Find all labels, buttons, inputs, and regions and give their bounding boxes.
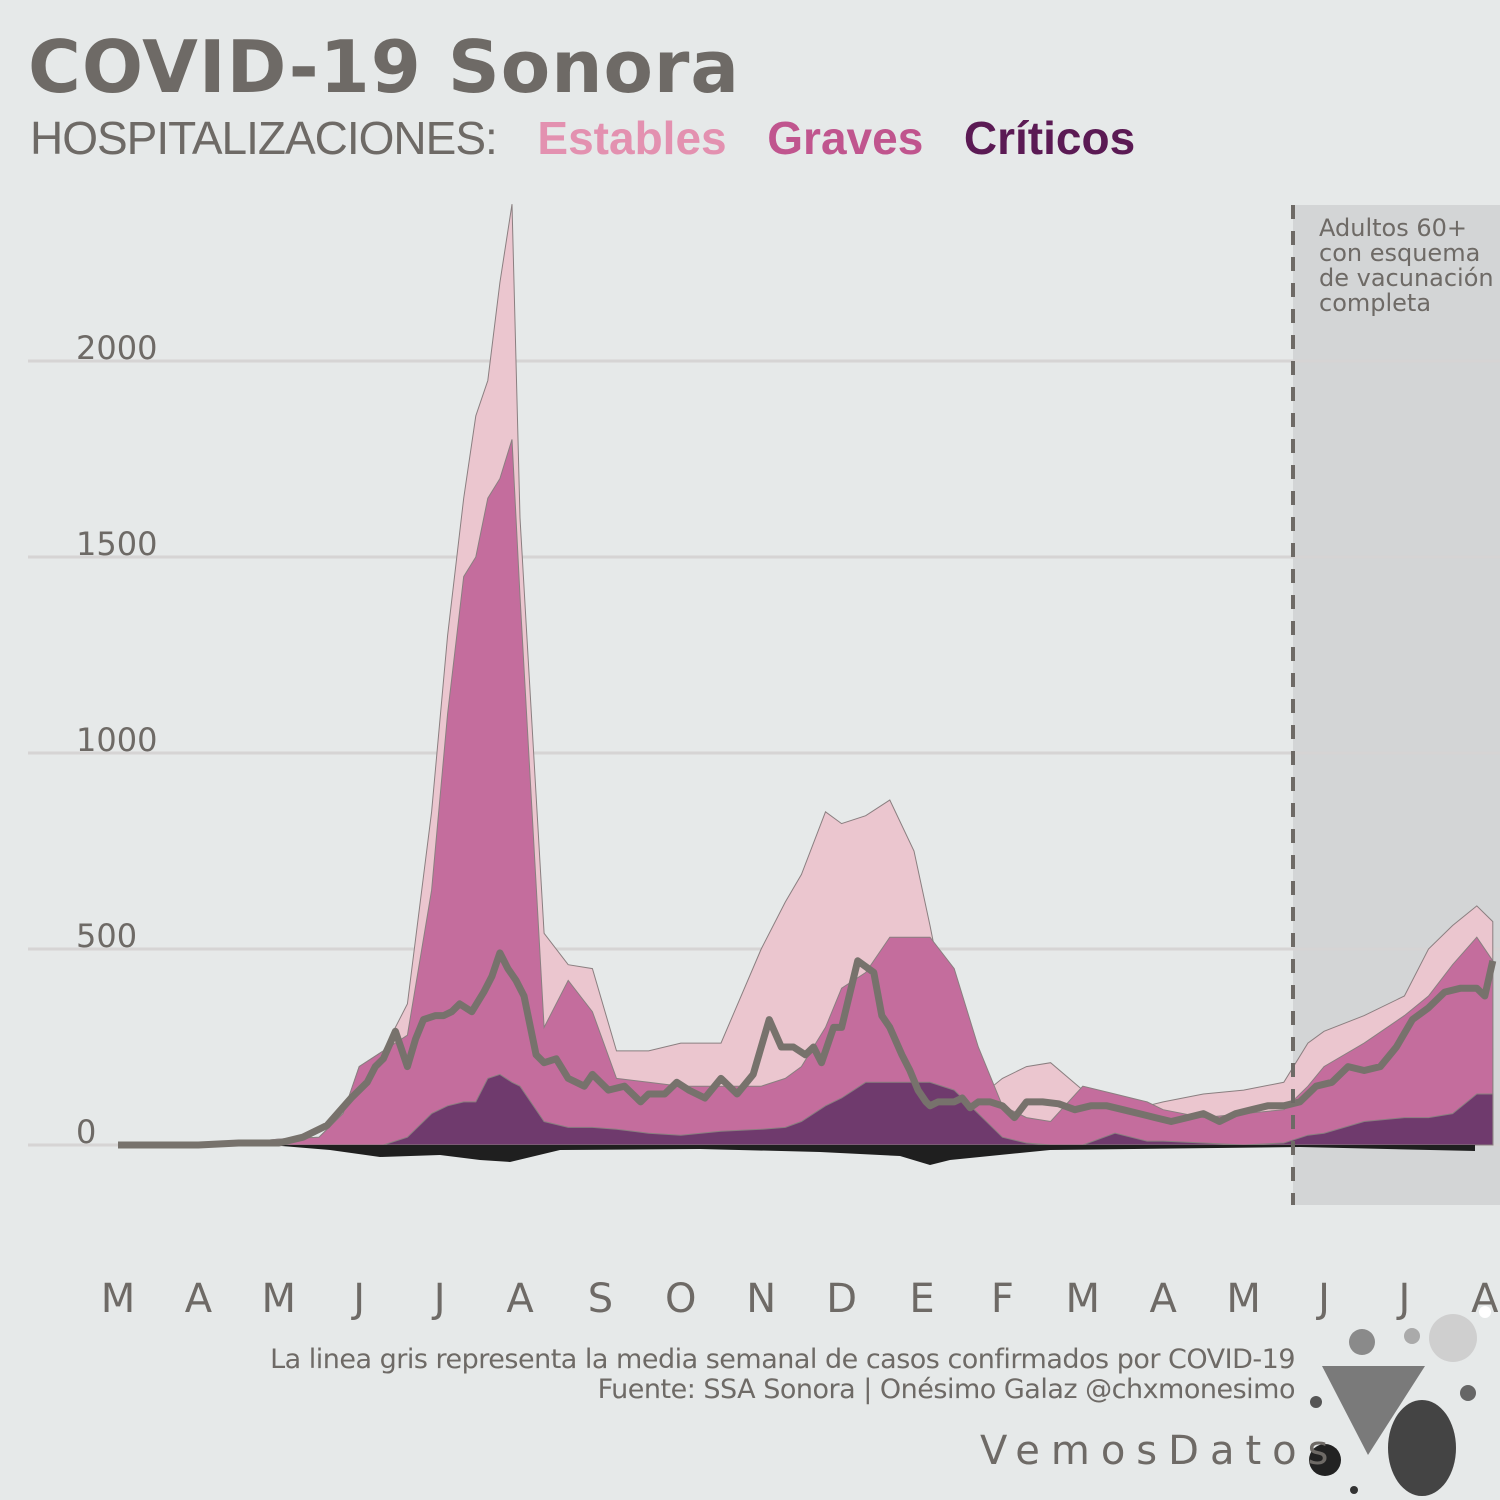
annotation-line-1: Adultos 60+ bbox=[1319, 214, 1467, 242]
x-month-label: M bbox=[262, 1276, 297, 1322]
x-month-label: M bbox=[1066, 1276, 1101, 1322]
x-month-label: F bbox=[991, 1276, 1014, 1322]
y-tick-label: 1000 bbox=[76, 721, 157, 759]
annotation-line-3: de vacunación bbox=[1319, 264, 1494, 292]
x-month-label: A bbox=[1150, 1276, 1178, 1322]
chart-title: COVID-19 Sonora bbox=[28, 25, 741, 109]
y-tick-label: 1500 bbox=[76, 525, 157, 563]
chart-subtitle: HOSPITALIZACIONES: bbox=[30, 112, 498, 164]
legend-estables: Estables bbox=[537, 112, 727, 164]
x-month-label: D bbox=[826, 1276, 857, 1322]
x-month-label: M bbox=[1226, 1276, 1261, 1322]
annotation-line-4: completa bbox=[1319, 289, 1431, 317]
footer-source: Fuente: SSA Sonora | Onésimo Galaz @chxm… bbox=[597, 1374, 1296, 1405]
brand-name: VemosDatos bbox=[980, 1428, 1340, 1474]
weekly-average-line bbox=[118, 949, 1497, 1149]
annotation-line-2: con esquema bbox=[1319, 239, 1480, 267]
line-layer bbox=[118, 949, 1497, 1149]
negative-sliver bbox=[270, 1145, 1475, 1165]
y-tick-label: 2000 bbox=[76, 329, 157, 367]
legend-graves: Graves bbox=[767, 112, 924, 164]
brand-logo bbox=[1309, 1306, 1491, 1496]
x-month-label: J bbox=[1315, 1276, 1330, 1322]
area-estables bbox=[118, 204, 1494, 1146]
x-month-label: N bbox=[746, 1276, 776, 1322]
x-month-label: J bbox=[431, 1276, 446, 1322]
x-month-label: A bbox=[506, 1276, 534, 1322]
footer-note: La linea gris representa la media semana… bbox=[270, 1344, 1295, 1375]
area-layer bbox=[118, 204, 1494, 1146]
y-tick-label: 500 bbox=[76, 917, 137, 955]
x-month-label: M bbox=[101, 1276, 136, 1322]
subtitle-legend-row: HOSPITALIZACIONES: Estables Graves Críti… bbox=[30, 108, 1135, 168]
x-month-label: E bbox=[909, 1276, 934, 1322]
y-tick-label: 0 bbox=[76, 1113, 96, 1151]
x-month-label: J bbox=[1396, 1276, 1411, 1322]
legend-criticos: Críticos bbox=[963, 112, 1136, 164]
x-month-label: O bbox=[665, 1276, 696, 1322]
x-month-label: S bbox=[588, 1276, 613, 1322]
area-criticos bbox=[118, 1073, 1494, 1146]
x-month-label: J bbox=[350, 1276, 365, 1322]
x-month-label: A bbox=[185, 1276, 213, 1322]
